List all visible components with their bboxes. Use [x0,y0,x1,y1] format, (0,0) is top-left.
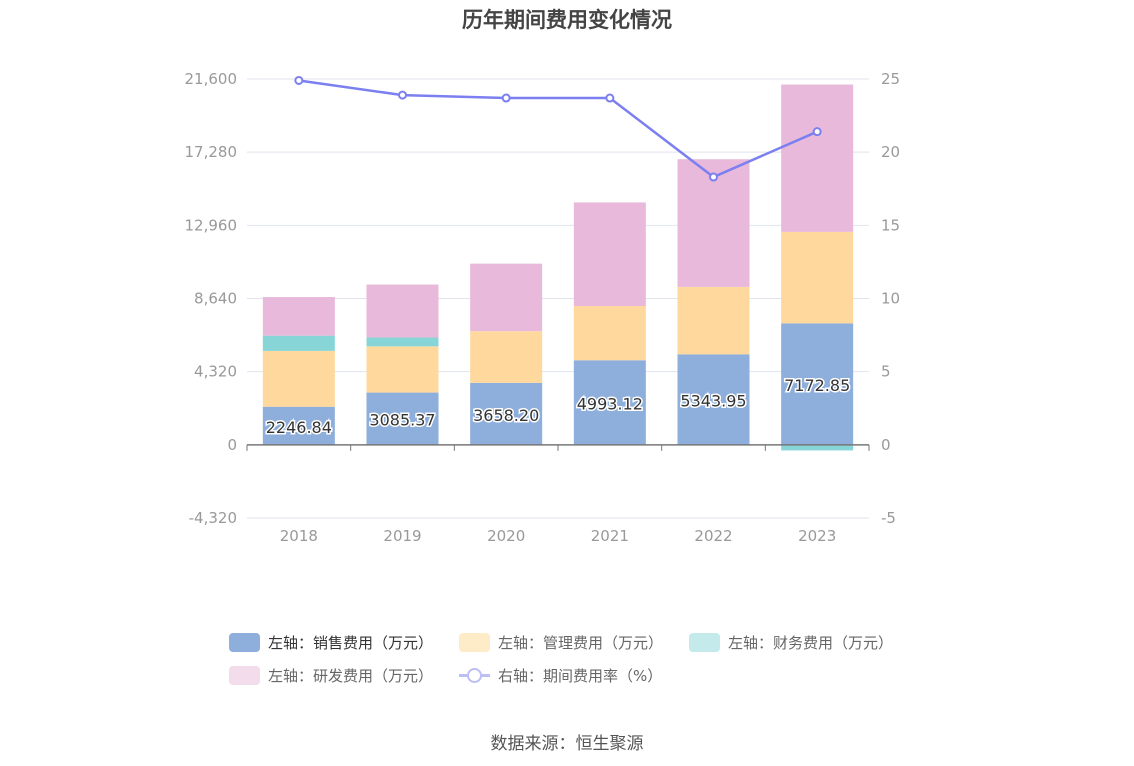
right-tick-label: -5 [881,509,896,527]
bar-2019-s3 [366,284,439,338]
x-tick-label-2023: 2023 [798,527,836,545]
data-label-sales-2019: 3085.37 [369,411,435,430]
bar-2021-s1 [573,306,646,361]
bar-2023-s3 [781,84,854,232]
x-tick-label-2018: 2018 [280,527,318,545]
line-point-2019 [398,90,407,100]
bar-2018-s1 [262,350,335,407]
bar-2019-s0 [366,392,439,445]
x-tick-label-2022: 2022 [694,527,732,545]
right-tick-label: 5 [881,363,891,381]
data-source: 数据来源：恒生聚源 [490,734,644,754]
data-label-sales-2022: 5343.95 [680,392,746,411]
bar-2018-s0 [262,406,335,445]
right-tick-label: 0 [881,436,891,454]
left-tick-label: 0 [227,436,237,454]
left-tick-label: 17,280 [185,143,238,161]
legend-item-sales[interactable]: 左轴：销售费用（万元） [229,632,433,653]
left-tick-label: 4,320 [194,363,237,381]
bar-2021-s0 [573,360,646,445]
legend-item-rnd[interactable]: 左轴：研发费用（万元） [229,665,433,686]
x-tick-label-2021: 2021 [591,527,629,545]
left-tick-label: -4,320 [189,509,237,527]
legend-label-admin: 左轴：管理费用（万元） [498,634,664,652]
chart-title: 历年期间费用变化情况 [462,8,672,32]
legend-swatch-admin [459,633,490,652]
bar-2023-s1 [781,231,854,324]
legend-swatch-sales [229,633,260,652]
line-point-2020 [501,93,511,103]
bar-2023-s2 [781,444,854,451]
bar-2018-s2 [262,335,335,351]
right-tick-label: 15 [881,216,900,234]
legend-line-icon [459,666,490,685]
bar-2019-s1 [366,346,439,393]
bar-2022-s1 [677,286,750,355]
bar-2021-s3 [573,202,646,307]
legend-label-rnd: 左轴：研发费用（万元） [268,667,434,685]
legend-label-expense-rate: 右轴：期间费用率（%） [498,667,663,685]
legend-item-admin[interactable]: 左轴：管理费用（万元） [459,632,663,653]
right-tick-label: 10 [881,290,900,308]
x-tick-label-2020: 2020 [487,527,525,545]
data-label-sales-2023: 7172.85 [784,376,850,395]
line-expense-rate [298,79,818,179]
legend-item-finance[interactable]: 左轴：财务费用（万元） [689,632,893,653]
bar-2020-s0 [470,382,543,445]
legend-label-finance: 左轴：财务费用（万元） [728,634,894,652]
legend-label-sales: 左轴：销售费用（万元） [268,634,434,652]
bar-2020-s3 [470,263,543,332]
legend-item-expense-rate[interactable]: 右轴：期间费用率（%） [459,665,662,686]
left-tick-label: 12,960 [185,216,238,234]
bar-2020-s1 [470,331,543,383]
line-point-2023 [812,127,822,137]
bar-2018-s3 [262,297,335,336]
data-label-sales-2018: 2246.84 [266,418,332,437]
right-tick-label: 20 [881,143,900,161]
legend-swatch-rnd [229,666,260,685]
data-label-sales-2020: 3658.20 [473,406,539,425]
bar-2022-s0 [677,354,750,445]
bar-2019-s2 [366,337,439,347]
line-point-2021 [605,93,615,103]
left-tick-label: 21,600 [185,70,238,88]
line-point-2018 [294,75,304,85]
line-point-2022 [709,172,718,182]
x-tick-label-2019: 2019 [383,527,421,545]
legend-swatch-finance [689,633,720,652]
right-tick-label: 25 [881,70,900,88]
bar-2023-s0 [781,323,854,445]
left-tick-label: 8,640 [194,290,237,308]
data-label-sales-2021: 4993.12 [577,395,643,414]
